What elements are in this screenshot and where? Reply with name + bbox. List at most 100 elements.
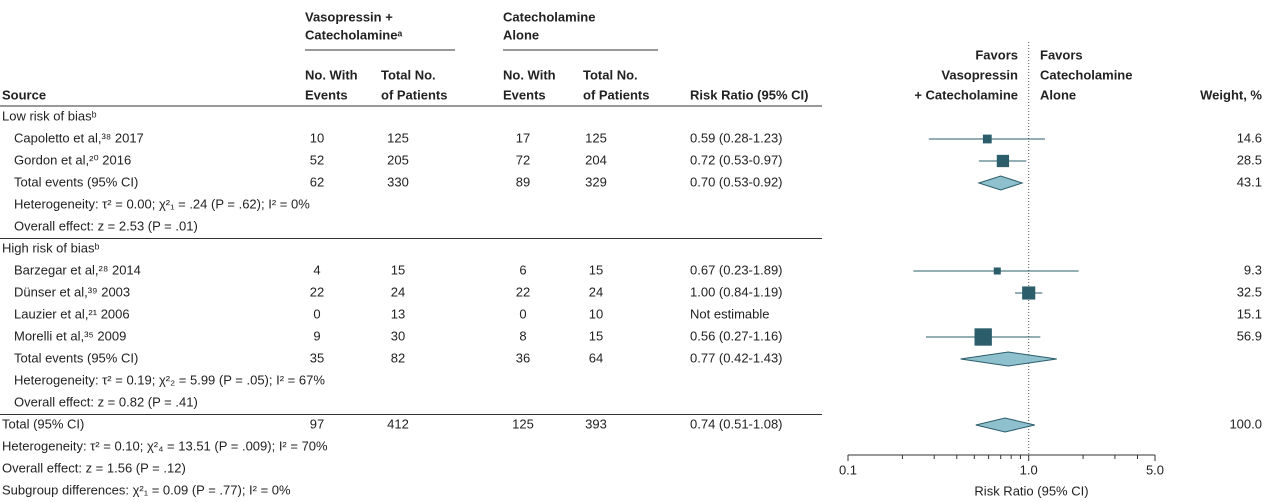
cell: 10 [589, 306, 603, 321]
subgroup-title: Low risk of biasᵇ [2, 108, 97, 123]
study-name: Dünser et al,³⁹ 2003 [14, 284, 130, 299]
group-header: Alone [503, 27, 539, 42]
heterogeneity: Heterogeneity: τ² = 0.00; χ²₁ = .24 (P =… [14, 196, 310, 211]
study-name: Lauzier et al,²¹ 2006 [14, 306, 130, 321]
weight: 32.5 [1237, 284, 1262, 299]
favors-header: Catecholamine [1040, 67, 1132, 82]
cell: 6 [519, 262, 526, 277]
column-header: Total No. [381, 67, 436, 82]
cell: 22 [310, 284, 324, 299]
cell: 125 [512, 416, 534, 431]
pooled-diamond [960, 351, 1057, 367]
cell: 10 [310, 130, 324, 145]
point-estimate [996, 154, 1010, 168]
weight: 14.6 [1237, 130, 1262, 145]
cell: 30 [391, 328, 405, 343]
cell: 24 [589, 284, 603, 299]
cell: 22 [516, 284, 530, 299]
pooled-diamond [975, 417, 1035, 433]
study-name: Barzegar et al,²⁸ 2014 [14, 262, 141, 277]
x-tick-label: 1.0 [1020, 462, 1038, 477]
weight: 56.9 [1237, 328, 1262, 343]
overall-effect: Overall effect: z = 0.82 (P = .41) [14, 394, 198, 409]
x-tick-label: 0.1 [839, 462, 857, 477]
favors-header: Favors [975, 47, 1018, 62]
weight: 28.5 [1237, 152, 1262, 167]
cell: 0 [313, 306, 320, 321]
risk-ratio: 0.67 (0.23-1.89) [690, 262, 783, 277]
cell: 62 [310, 174, 324, 189]
risk-ratio: 0.56 (0.27-1.16) [690, 328, 783, 343]
heterogeneity: Heterogeneity: τ² = 0.19; χ²₂ = 5.99 (P … [14, 372, 325, 387]
favors-header: Favors [1040, 47, 1083, 62]
risk-ratio: 1.00 (0.84-1.19) [690, 284, 783, 299]
cell: 36 [516, 350, 530, 365]
note: Overall effect: z = 1.56 (P = .12) [2, 460, 186, 475]
overall-effect: Overall effect: z = 2.53 (P = .01) [14, 218, 198, 233]
total-label: Total (95% CI) [2, 416, 84, 431]
group-header: Catecholamine [503, 9, 595, 24]
cell: 330 [387, 174, 409, 189]
risk-ratio: 0.72 (0.53-0.97) [690, 152, 783, 167]
cell: 329 [585, 174, 607, 189]
pooled-diamond [977, 175, 1024, 191]
cell: 35 [310, 350, 324, 365]
cell: 15 [391, 262, 405, 277]
cell: 9 [313, 328, 320, 343]
favors-header: Vasopressin [941, 67, 1018, 82]
study-name: Morelli et al,³⁵ 2009 [14, 328, 126, 343]
cell: 17 [516, 130, 530, 145]
cell: 13 [391, 306, 405, 321]
column-header: No. With [503, 67, 556, 82]
cell: 125 [585, 130, 607, 145]
column-header: Source [2, 87, 46, 102]
study-name: Gordon et al,²⁰ 2016 [14, 152, 131, 167]
cell: 15 [589, 328, 603, 343]
x-axis-title: Risk Ratio (95% CI) [974, 483, 1088, 498]
cell: 204 [585, 152, 607, 167]
study-name: Capoletto et al,³⁸ 2017 [14, 130, 144, 145]
group-header: Vasopressin + [305, 9, 393, 24]
cell: 15 [589, 262, 603, 277]
point-estimate [974, 328, 992, 346]
cell: 8 [519, 328, 526, 343]
column-header: Events [503, 87, 546, 102]
x-tick-label: 5.0 [1146, 462, 1164, 477]
group-header: Catecholamineᵃ [305, 27, 402, 42]
risk-ratio: Not estimable [690, 306, 769, 321]
favors-header: Alone [1040, 87, 1076, 102]
favors-header: + Catecholamine [914, 87, 1018, 102]
cell: 393 [585, 416, 607, 431]
weight: 9.3 [1244, 262, 1262, 277]
weight: 15.1 [1237, 306, 1262, 321]
cell: 412 [387, 416, 409, 431]
column-header: Risk Ratio (95% CI) [690, 87, 808, 102]
risk-ratio: 0.77 (0.42-1.43) [690, 350, 783, 365]
point-estimate [993, 267, 1001, 275]
column-header: Events [305, 87, 348, 102]
weight: 100.0 [1229, 416, 1262, 431]
cell: 24 [391, 284, 405, 299]
cell: 125 [387, 130, 409, 145]
note: Heterogeneity: τ² = 0.10; χ²₄ = 13.51 (P… [2, 438, 328, 453]
subgroup-title: High risk of biasᵇ [2, 240, 99, 255]
risk-ratio: 0.59 (0.28-1.23) [690, 130, 783, 145]
risk-ratio: 0.74 (0.51-1.08) [690, 416, 783, 431]
weight: 43.1 [1237, 174, 1262, 189]
column-header: No. With [305, 67, 358, 82]
cell: 4 [313, 262, 320, 277]
point-estimate [982, 134, 992, 144]
column-header: Weight, % [1200, 87, 1262, 102]
cell: 72 [516, 152, 530, 167]
column-header: of Patients [583, 87, 649, 102]
cell: 89 [516, 174, 530, 189]
column-header: Total No. [583, 67, 638, 82]
note: Subgroup differences: χ²₁ = 0.09 (P = .7… [2, 482, 291, 497]
risk-ratio: 0.70 (0.53-0.92) [690, 174, 783, 189]
total-label: Total events (95% CI) [14, 350, 138, 365]
cell: 205 [387, 152, 409, 167]
cell: 64 [589, 350, 603, 365]
cell: 0 [519, 306, 526, 321]
cell: 82 [391, 350, 405, 365]
